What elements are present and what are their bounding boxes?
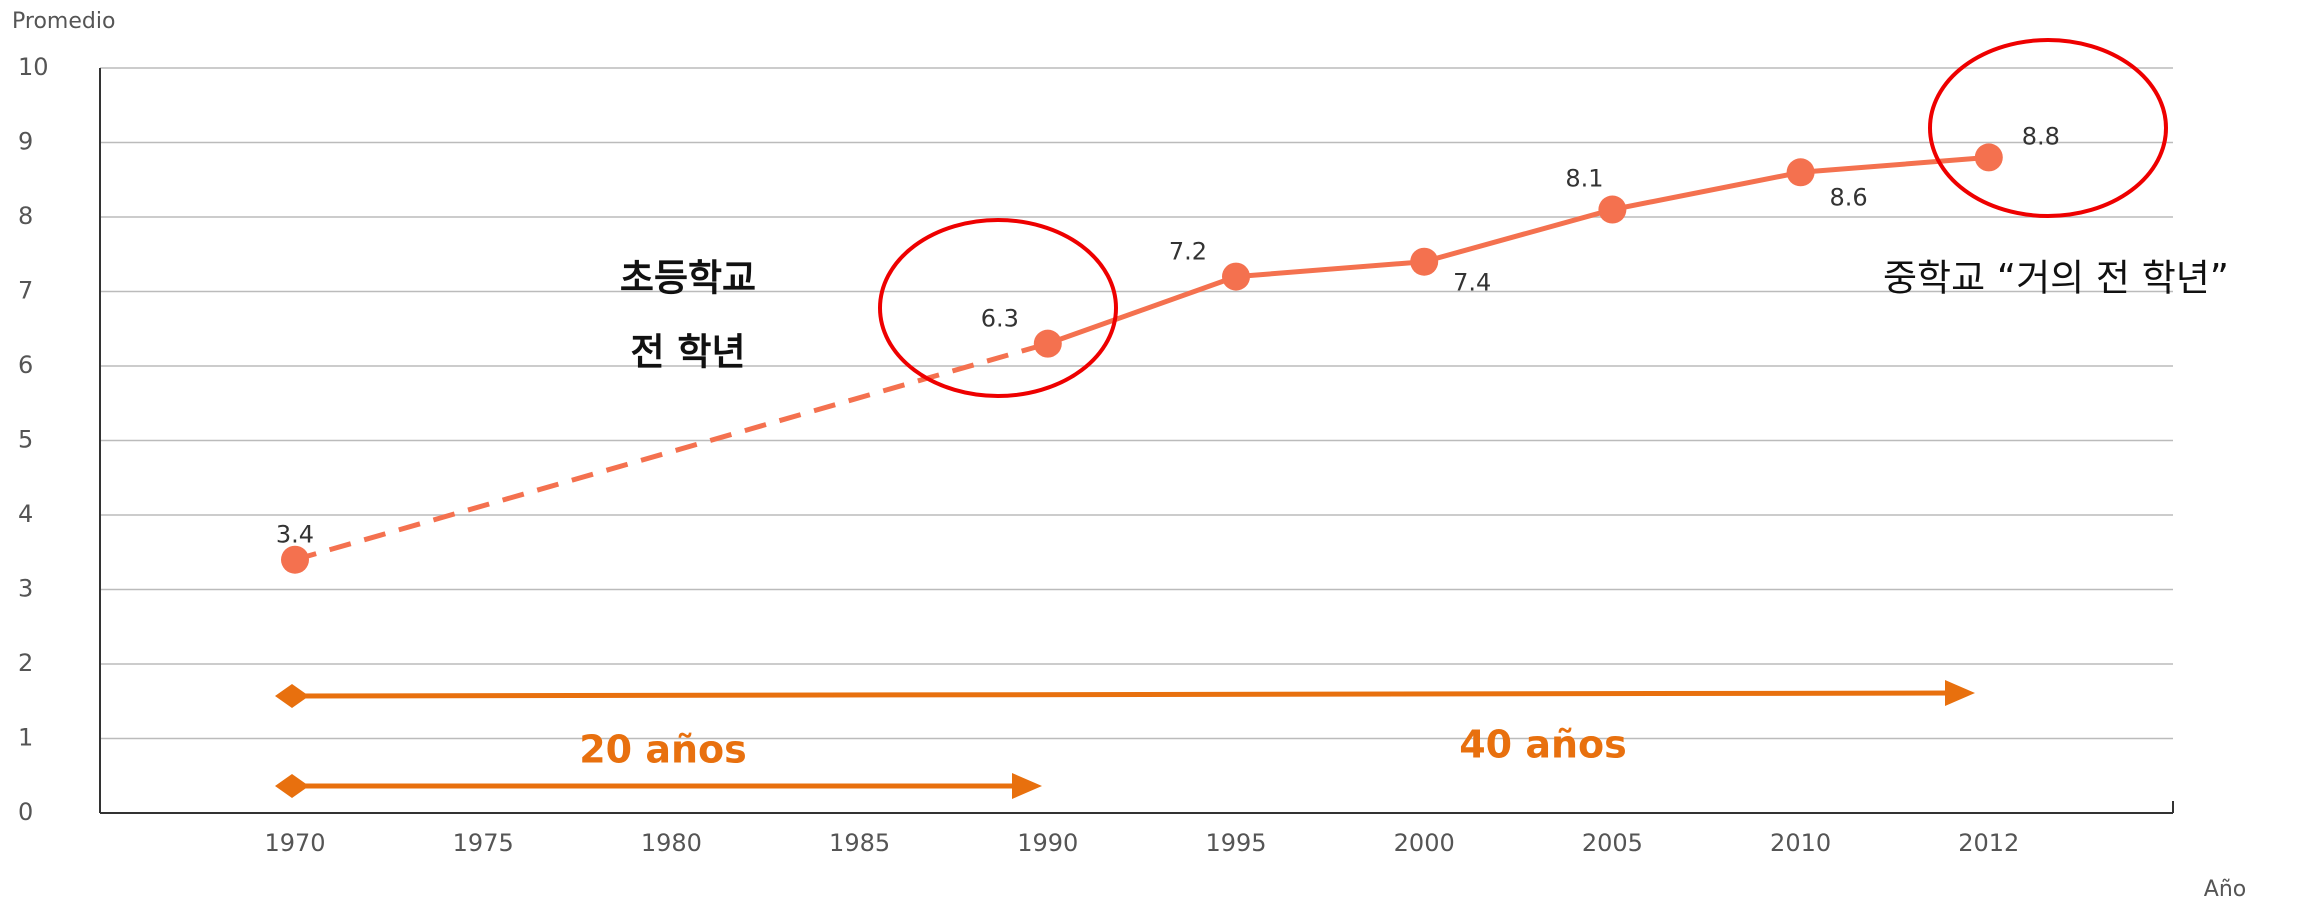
point bbox=[1786, 158, 1815, 187]
highlight-circle bbox=[1928, 38, 2168, 218]
highlight-circle bbox=[878, 218, 1118, 398]
y-tick-label: 8 bbox=[18, 202, 33, 230]
y-tick-label: 10 bbox=[18, 53, 49, 81]
x-tick-label: 2005 bbox=[1582, 829, 1643, 857]
value-label: 6.3 bbox=[981, 305, 1019, 333]
x-tick-label: 2000 bbox=[1394, 829, 1455, 857]
arrow-tail bbox=[275, 774, 309, 798]
annotation: 40 años bbox=[1459, 723, 1627, 767]
x-tick-label: 2012 bbox=[1958, 829, 2019, 857]
annotation: 중학교 “거의 전 학년” bbox=[1883, 257, 2229, 300]
value-label: 8.6 bbox=[1830, 183, 1868, 211]
y-tick-label: 1 bbox=[18, 724, 33, 752]
line bbox=[1046, 154, 1989, 347]
x-tick-label: 1990 bbox=[1017, 829, 1078, 857]
plot: 0 1 2 3 4 5 6 7 8 9 10 1970 1975 1980 1985 1990 1995 2000… bbox=[18, 38, 2174, 857]
arrows bbox=[275, 680, 1975, 799]
value-label: 7.4 bbox=[1453, 269, 1491, 297]
point bbox=[1222, 262, 1250, 291]
point bbox=[1598, 195, 1627, 224]
arrow-tail bbox=[275, 684, 309, 708]
value-label: 3.4 bbox=[276, 521, 314, 549]
y-tick-label: 2 bbox=[18, 649, 33, 677]
line-interpolated bbox=[294, 341, 1049, 563]
point bbox=[1974, 143, 2003, 172]
point bbox=[1410, 247, 1439, 276]
y-tick-label: 4 bbox=[18, 500, 33, 528]
x-tick-label: 1980 bbox=[641, 829, 702, 857]
arrow-head bbox=[1012, 773, 1042, 799]
arrow-head bbox=[1945, 680, 1975, 706]
value-label: 8.8 bbox=[2022, 122, 2060, 150]
y-tick-label: 9 bbox=[18, 128, 33, 156]
y-tick-label: 3 bbox=[18, 575, 33, 603]
value-label: 7.2 bbox=[1169, 238, 1207, 266]
y-tick-label: 6 bbox=[18, 351, 33, 379]
point bbox=[281, 545, 309, 574]
x-tick-label: 1985 bbox=[829, 829, 890, 857]
x-tick-label: 1975 bbox=[453, 829, 514, 857]
x-tick-label: 1995 bbox=[1205, 829, 1266, 857]
annotation: 초등학교 bbox=[620, 257, 756, 300]
annotation: 20 años bbox=[579, 728, 747, 772]
y-tick-label: 5 bbox=[18, 426, 33, 454]
x-tick-label: 2010 bbox=[1770, 829, 1831, 857]
x-axis-label: Año bbox=[2204, 877, 2246, 902]
y-axis-label: Promedio bbox=[12, 9, 115, 34]
annotation: 전 학년 bbox=[630, 331, 745, 374]
x-tick-label: 1970 bbox=[264, 829, 325, 857]
arrow-line bbox=[294, 690, 1956, 699]
point bbox=[1033, 329, 1062, 358]
y-tick-label: 7 bbox=[18, 277, 33, 305]
value-label: 8.1 bbox=[1565, 165, 1603, 193]
y-tick-label: 0 bbox=[18, 798, 33, 826]
